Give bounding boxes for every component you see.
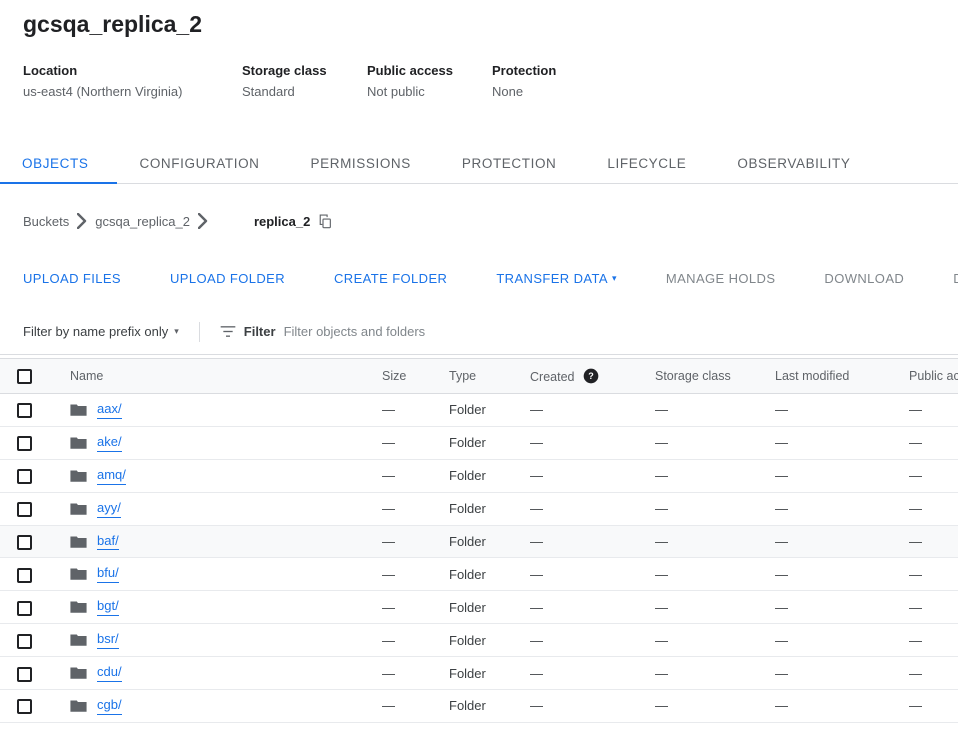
svg-text:?: ? <box>588 371 594 381</box>
